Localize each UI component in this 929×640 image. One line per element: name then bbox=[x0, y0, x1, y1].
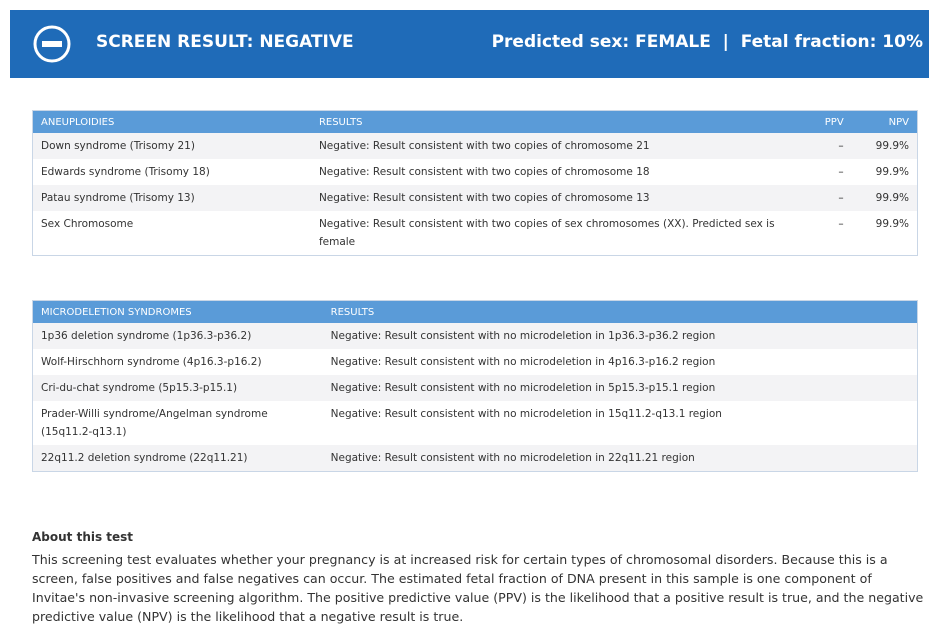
table-row: Down syndrome (Trisomy 21) Negative: Resu… bbox=[32, 133, 918, 159]
negative-icon bbox=[33, 25, 71, 63]
column-header: MICRODELETION SYNDROMES bbox=[32, 300, 323, 323]
table-cell: Negative: Result consistent with no micr… bbox=[330, 408, 722, 420]
column-header: NPV bbox=[851, 110, 918, 133]
table-row: Edwards syndrome (Trisomy 18) Negative: R… bbox=[33, 159, 918, 185]
aneuploidies-table: ANEUPLOIDIES RESULTS PPV NPV Down syndrome (… bbox=[32, 110, 918, 256]
table-cell: Negative: Result consistent with two cop… bbox=[310, 185, 798, 211]
table-row: Prader-Willi syndrome/Angelman syndrome … bbox=[33, 401, 918, 445]
column-header: RESULTS bbox=[310, 110, 798, 133]
table-cell: Negative: Result consistent with two cop… bbox=[310, 133, 798, 159]
table-row: Patau syndrome (Trisomy 13) Negative: Res… bbox=[32, 185, 918, 211]
table-cell: – bbox=[797, 185, 852, 211]
column-header: ANEUPLOIDIES bbox=[32, 110, 311, 133]
table-cell: Negative: Result consistent with two cop… bbox=[318, 166, 650, 178]
table-cell: Wolf-Hirschhorn syndrome (4p16.3-p16.2) bbox=[41, 356, 262, 368]
table-row: Cri-du-chat syndrome (5p15.3-p15.1) Negat… bbox=[32, 375, 918, 401]
table-cell: Negative: Result consistent with no micr… bbox=[322, 445, 918, 472]
table-cell: Sex Chromosome bbox=[41, 218, 134, 230]
table-cell: 1p36 deletion syndrome (1p36.3-p36.2) bbox=[32, 323, 323, 349]
table-cell: – bbox=[838, 166, 844, 178]
table-row: 22q11.2 deletion syndrome (22q11.21) Nega… bbox=[32, 445, 918, 472]
table-cell: Negative: Result consistent with no micr… bbox=[322, 323, 918, 349]
table-cell: Negative: Result consistent with two cop… bbox=[318, 218, 775, 248]
table-row: Sex Chromosome Negative: Result consisten… bbox=[33, 211, 918, 256]
header-row: ANEUPLOIDIES RESULTS PPV NPV bbox=[32, 110, 918, 133]
table-cell: 99.9% bbox=[875, 166, 909, 178]
table-cell: Negative: Result consistent with no micr… bbox=[330, 356, 716, 368]
result-summary: Predicted sex: FEMALE | Fetal fraction: … bbox=[491, 32, 923, 52]
table-cell: 22q11.2 deletion syndrome (22q11.21) bbox=[32, 445, 323, 472]
table-cell: Down syndrome (Trisomy 21) bbox=[32, 133, 311, 159]
about-text: This screening test evaluates whether yo… bbox=[32, 552, 924, 624]
table-row: 1p36 deletion syndrome (1p36.3-p36.2) Neg… bbox=[32, 323, 918, 349]
column-header: RESULTS bbox=[322, 300, 918, 323]
table-cell: 99.9% bbox=[851, 185, 918, 211]
microdeletions-table: MICRODELETION SYNDROMES RESULTS 1p36 delet… bbox=[32, 300, 918, 472]
table-cell: Cri-du-chat syndrome (5p15.3-p15.1) bbox=[32, 375, 323, 401]
table-cell: – bbox=[797, 133, 852, 159]
table-cell: Edwards syndrome (Trisomy 18) bbox=[41, 166, 210, 178]
table-cell: Patau syndrome (Trisomy 13) bbox=[32, 185, 311, 211]
result-title: SCREEN RESULT: NEGATIVE bbox=[96, 32, 354, 52]
table-cell: Negative: Result consistent with no micr… bbox=[322, 375, 918, 401]
header-row: MICRODELETION SYNDROMES RESULTS bbox=[32, 300, 918, 323]
column-header: PPV bbox=[797, 110, 852, 133]
table-cell: – bbox=[838, 218, 844, 230]
table-cell: 99.9% bbox=[851, 133, 918, 159]
table-row: Wolf-Hirschhorn syndrome (4p16.3-p16.2) N… bbox=[33, 349, 918, 375]
table-cell: 99.9% bbox=[875, 218, 909, 230]
about-title: About this test bbox=[32, 530, 134, 544]
header-bar: SCREEN RESULT: NEGATIVE Predicted sex: F… bbox=[10, 10, 929, 78]
table-cell: Prader-Willi syndrome/Angelman syndrome … bbox=[41, 408, 268, 438]
